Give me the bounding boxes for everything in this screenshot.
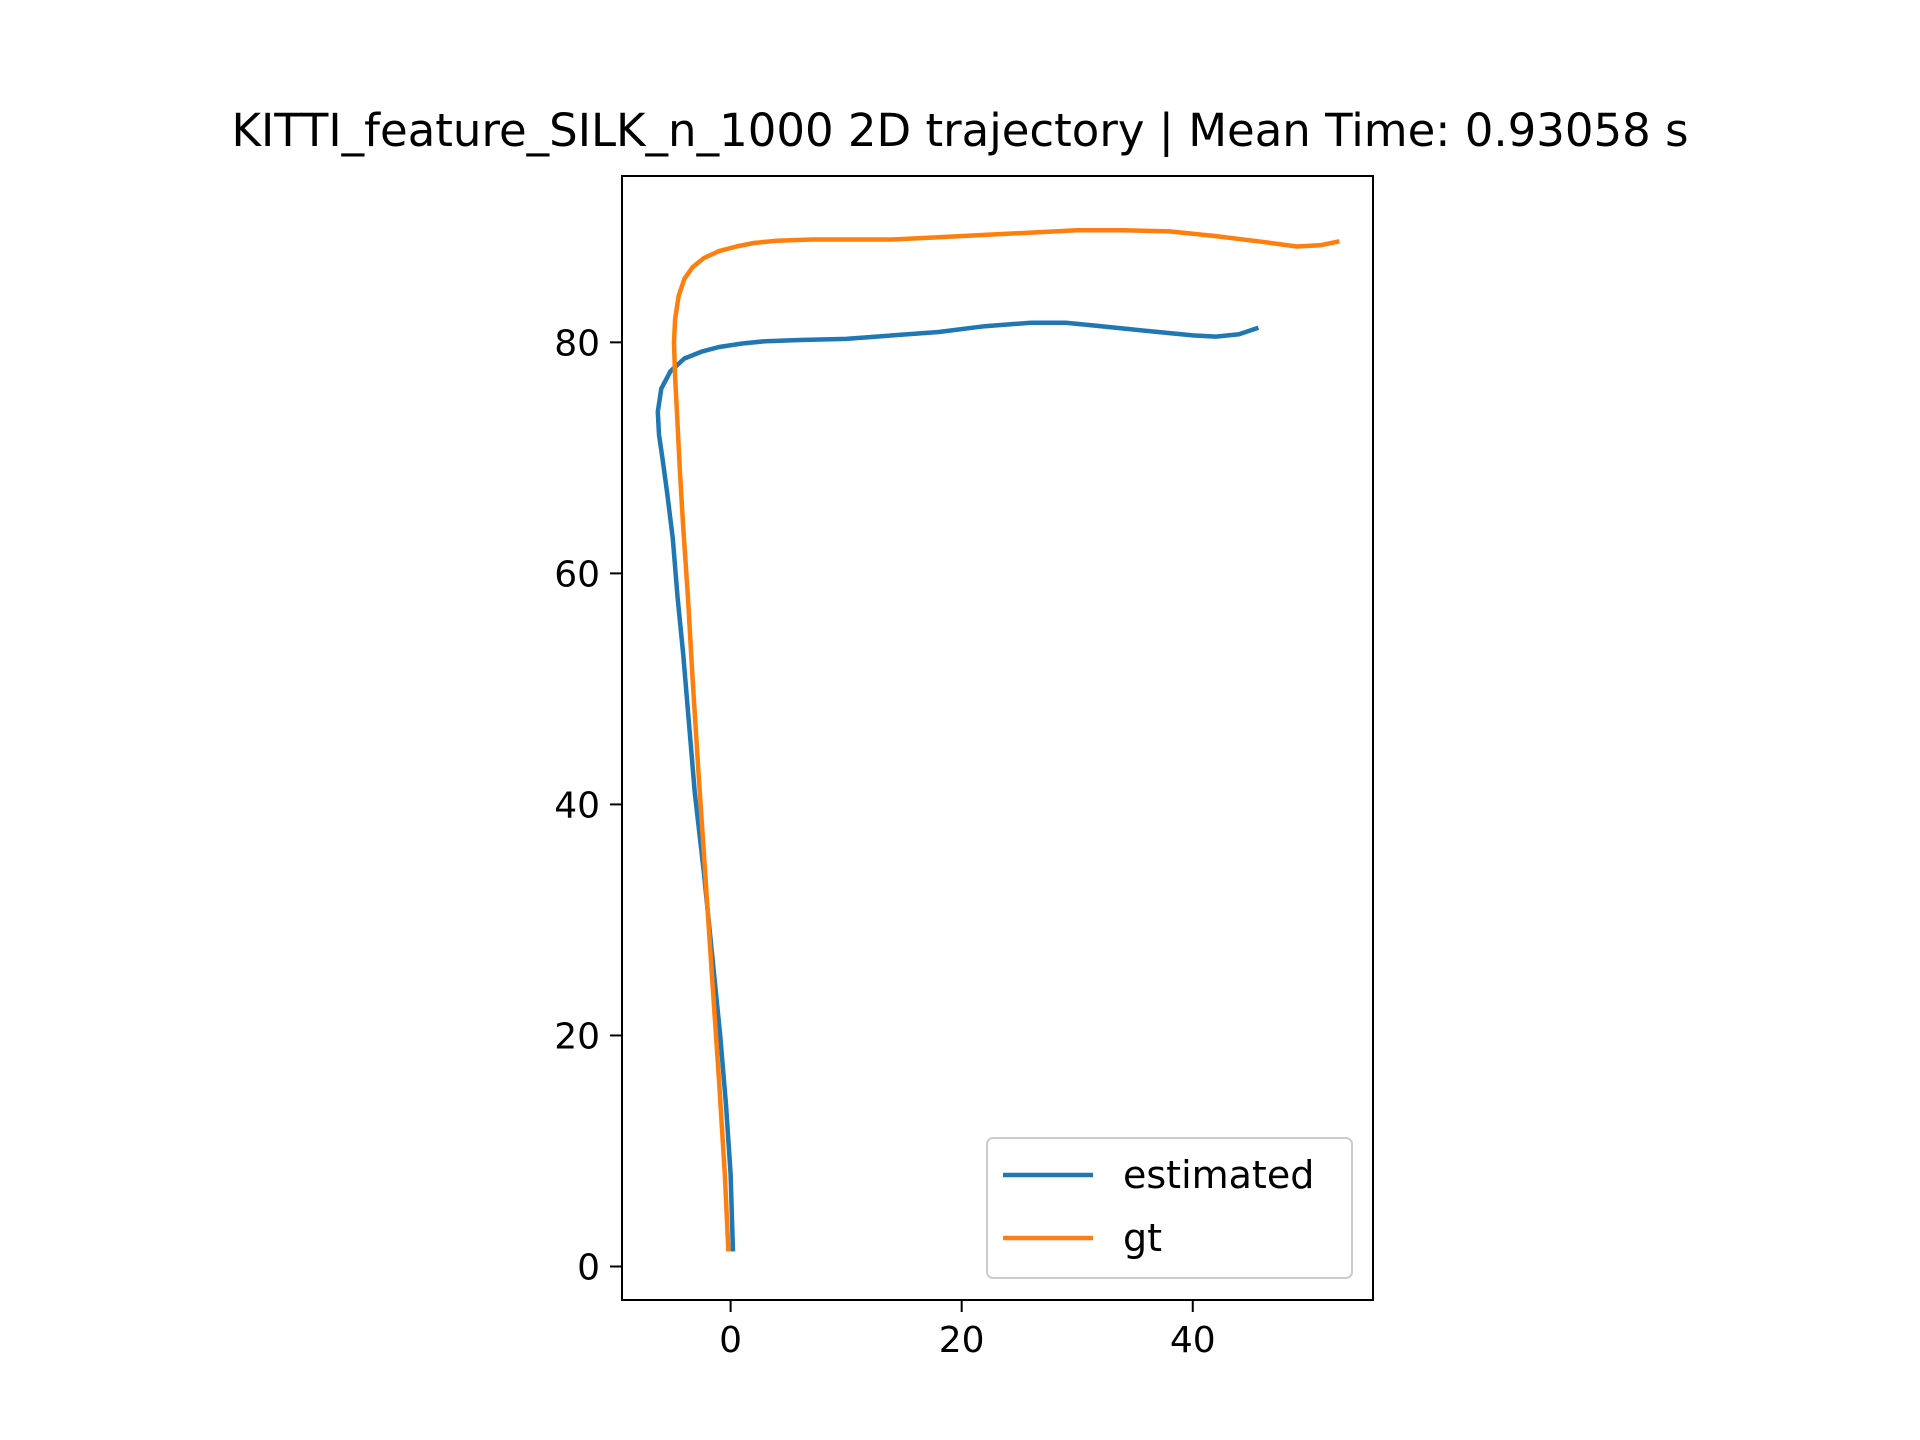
series-layer (655, 228, 1340, 1252)
y-tick-label: 60 (554, 554, 600, 595)
series-line-estimated (655, 320, 1260, 1252)
x-axis: 0 20 40 (719, 1300, 1216, 1361)
series-line-gt (671, 228, 1340, 1252)
legend: estimated gt (986, 1137, 1353, 1279)
y-tick-label: 20 (554, 1016, 600, 1057)
y-tick-label: 80 (554, 323, 600, 364)
x-tick-label: 0 (719, 1320, 742, 1361)
plot-frame (621, 175, 1374, 1301)
y-tick-label: 40 (554, 785, 600, 826)
legend-label-gt: gt (1123, 1216, 1162, 1260)
chart-title: KITTI_feature_SILK_n_1000 2D trajectory … (231, 104, 1688, 157)
x-tick-label: 20 (939, 1320, 985, 1361)
legend-label-estimated: estimated (1123, 1153, 1314, 1197)
x-tick-label: 40 (1170, 1320, 1216, 1361)
y-axis: 0 20 40 60 80 (554, 323, 622, 1288)
y-tick-label: 0 (577, 1247, 600, 1288)
